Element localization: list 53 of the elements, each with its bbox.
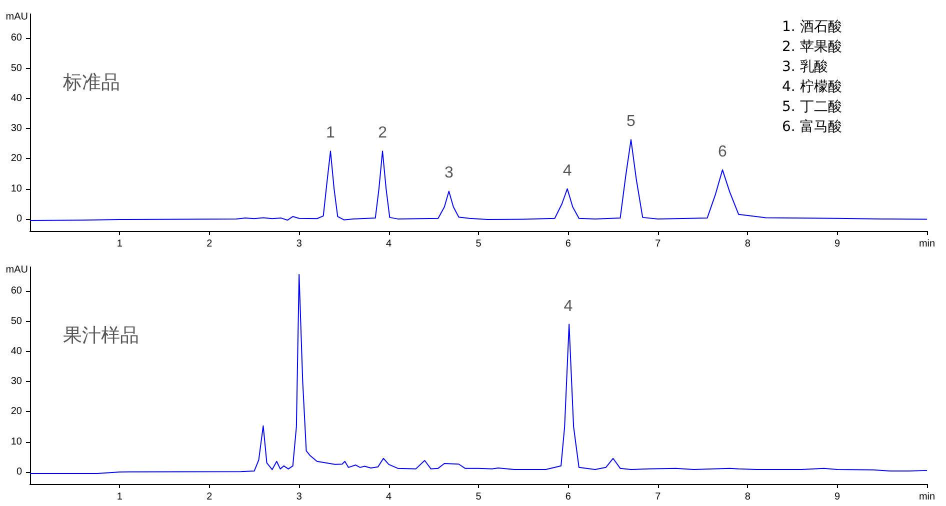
x-tick-label: 6 [565, 238, 572, 250]
x-tick-label: 1 [116, 238, 123, 250]
x-tick-label: 1 [116, 492, 123, 502]
annotation: 3. 乳酸 [782, 59, 828, 75]
annotation: 2 [378, 124, 388, 142]
y-tick-label: 60 [10, 286, 22, 297]
annotation: 5 [626, 113, 636, 130]
x-tick-label: 7 [655, 492, 662, 502]
x-tick-label: 4 [386, 238, 392, 250]
y-tick-label: 30 [10, 376, 22, 388]
annotation: 6. 富马酸 [782, 119, 842, 135]
annotation: 3 [444, 164, 454, 182]
x-tick-label: 9 [834, 492, 841, 502]
y-tick-label: 10 [10, 436, 22, 448]
text: 标准品 [62, 72, 120, 94]
annotation: 2. 苹果酸 [782, 39, 842, 55]
x-tick-label: 5 [476, 238, 482, 250]
y-tick-label: 20 [10, 153, 22, 164]
y-tick-label: 50 [10, 62, 22, 74]
x-tick-label: 7 [655, 238, 662, 250]
y-tick-label: 40 [10, 92, 22, 104]
y-axis-title: mAU [6, 12, 28, 22]
y-tick-label: 40 [10, 346, 22, 357]
x-tick-label: 8 [744, 492, 751, 502]
annotation: 1. 酒石酸 [782, 19, 842, 35]
x-tick-label: 5 [476, 492, 482, 502]
y-tick-label: 0 [16, 213, 22, 224]
annotation: 4 [562, 162, 572, 180]
x-tick-label: 2 [206, 492, 213, 502]
x-tick-label: 9 [834, 238, 841, 250]
y-tick-label: 50 [10, 316, 22, 327]
text: 果汁样品 [63, 324, 139, 346]
annotation: 1 [326, 124, 336, 142]
x-tick-label: 2 [206, 238, 213, 250]
y-axis-title: mAU [6, 264, 28, 276]
x-tick-label: 3 [296, 238, 302, 250]
line-series [30, 139, 928, 221]
line-series [30, 274, 928, 474]
annotation: 5. 丁二酸 [782, 99, 842, 115]
y-tick-label: 0 [16, 466, 22, 478]
y-tick-label: 30 [10, 123, 22, 134]
y-tick-label: 60 [10, 32, 22, 44]
annotation: 6 [718, 143, 728, 160]
x-tick-label: 6 [565, 492, 572, 502]
y-tick-label: 10 [10, 183, 22, 194]
x-tick-label: 8 [744, 238, 751, 250]
annotation: 4 [564, 298, 573, 315]
x-tick-label: min [918, 492, 936, 502]
x-tick-label: min [918, 238, 936, 250]
y-tick-label: 20 [10, 406, 22, 418]
x-tick-label: 4 [386, 492, 392, 502]
x-tick-label: 3 [296, 492, 302, 502]
annotation: 4. 柠檬酸 [782, 79, 842, 95]
